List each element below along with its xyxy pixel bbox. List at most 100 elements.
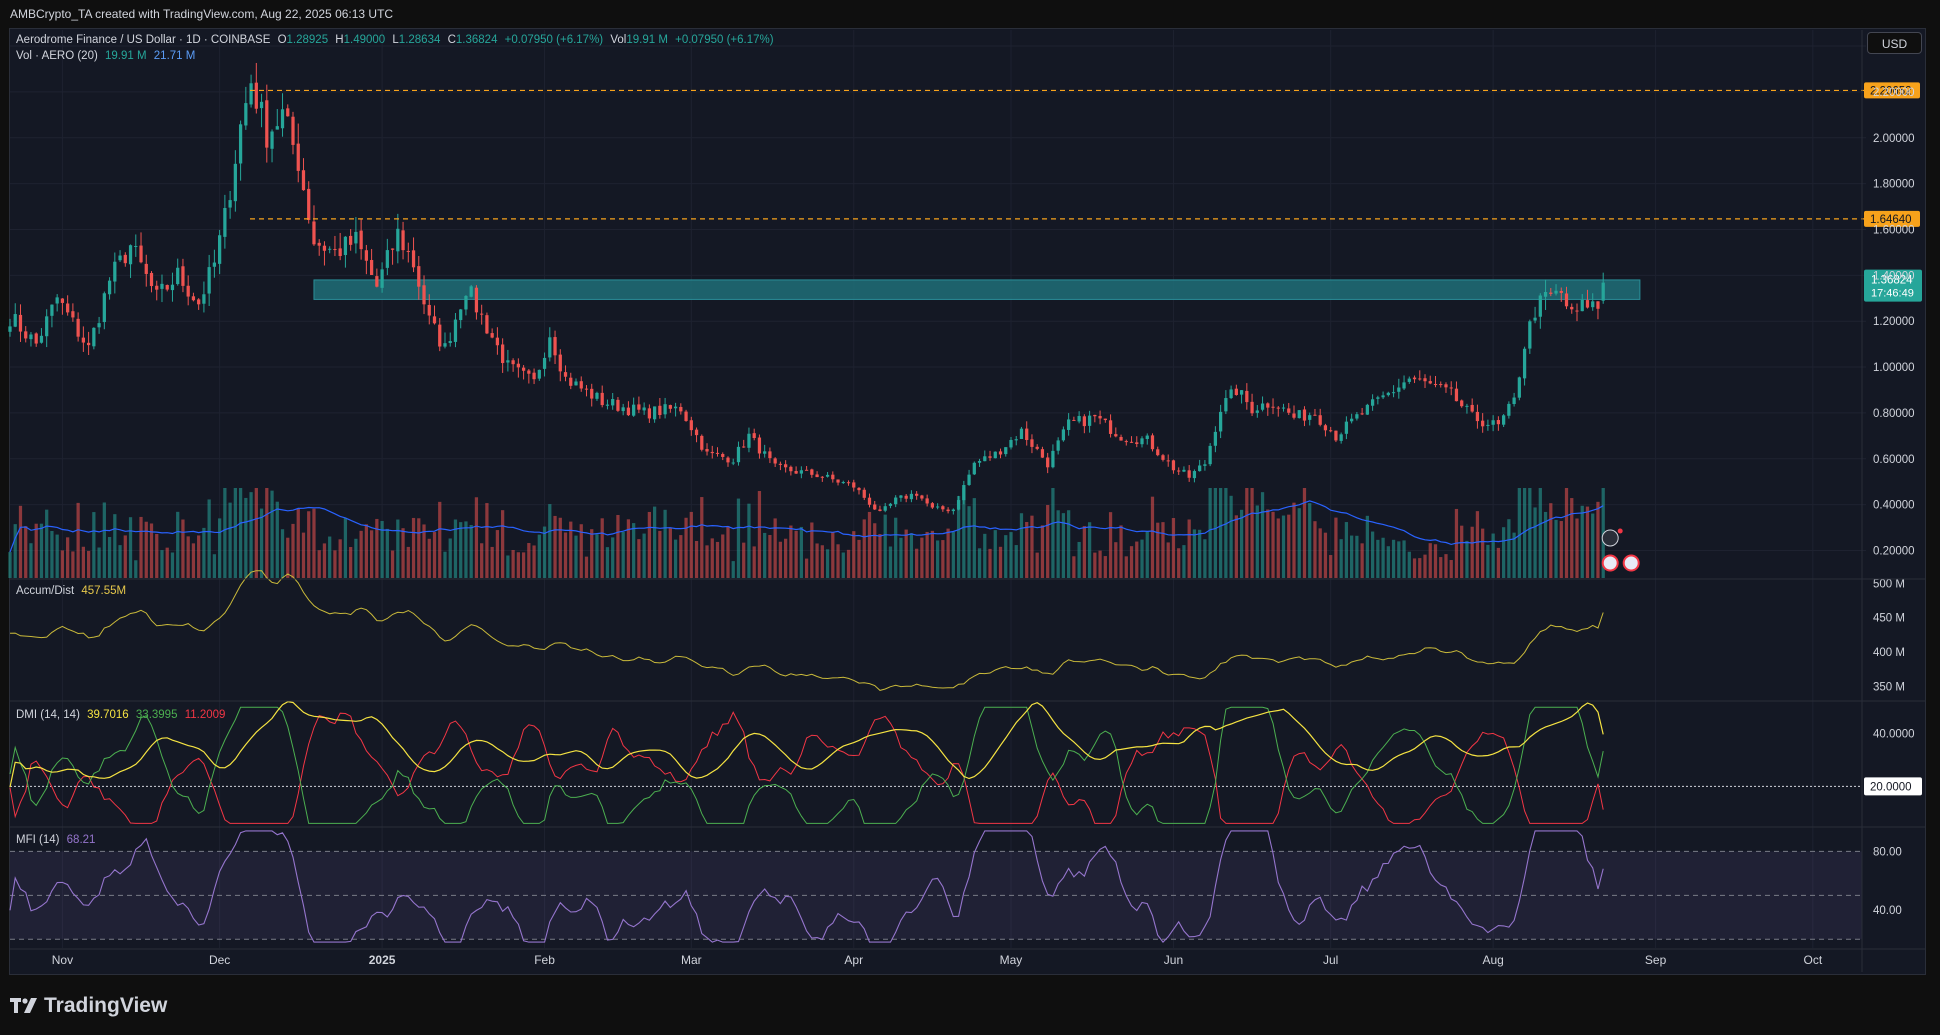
price-tick-label: 0.80000	[1873, 408, 1915, 420]
volume-bar	[1355, 535, 1359, 578]
candle-body	[1350, 418, 1354, 422]
volume-bar	[1570, 498, 1574, 578]
candle-body	[1412, 377, 1417, 380]
volume-bar	[1229, 495, 1233, 578]
candle-body	[254, 82, 258, 109]
volume-bar	[254, 488, 258, 578]
candle-body	[490, 333, 494, 338]
volume-bar	[867, 511, 872, 578]
change-value: +0.07950 (+6.17%)	[504, 34, 604, 46]
candle-body	[1287, 408, 1291, 413]
candle-body	[1114, 434, 1118, 437]
candle-body	[1061, 429, 1066, 441]
time-tick-label: Jun	[1164, 953, 1183, 967]
candle-body	[1072, 419, 1076, 421]
volume-bar	[1575, 518, 1579, 578]
candle-body	[506, 360, 510, 363]
volume-bar	[532, 545, 536, 578]
candle-body	[244, 103, 248, 126]
indicator-lines: 20.0000	[9, 570, 1922, 943]
volume-bar	[956, 496, 961, 578]
volume-bar	[102, 502, 106, 578]
volume-legend: Vol · AERO (20) 19.91 M 21.71 M	[16, 50, 199, 62]
volume-bar	[951, 532, 955, 578]
candle-body	[1150, 435, 1155, 450]
candle-body	[1082, 416, 1086, 427]
volume-bar	[24, 526, 28, 578]
candle-body	[1585, 300, 1590, 308]
volume-bar	[1344, 522, 1349, 578]
candle-body	[1596, 301, 1600, 309]
volume-bar	[1046, 504, 1050, 578]
volume-bar	[1522, 488, 1527, 578]
volume-bar	[1072, 556, 1076, 578]
candle-body	[516, 363, 520, 368]
candle-body	[983, 456, 987, 462]
volume-bar	[820, 545, 824, 578]
mfi-tick-label: 80.00	[1873, 846, 1902, 858]
candle-body	[590, 388, 594, 399]
volume-bar	[501, 510, 505, 578]
candle-body	[1502, 415, 1506, 425]
volume-bar	[60, 550, 65, 578]
candle-body	[1533, 317, 1537, 321]
volume-bar	[1460, 525, 1464, 578]
candle-body	[668, 405, 672, 409]
volume-bar	[18, 505, 23, 578]
candle-body	[784, 464, 788, 468]
candle-body	[867, 497, 872, 505]
volume-bar	[13, 524, 17, 578]
volume-bar	[768, 534, 772, 578]
volume-bar	[97, 547, 101, 578]
time-tick-label: Jul	[1323, 953, 1338, 967]
candle-body	[1166, 460, 1170, 462]
candle-body	[1208, 445, 1212, 465]
volume-bar	[1019, 513, 1024, 578]
volume-bar	[1339, 539, 1343, 578]
volume-bar	[333, 550, 337, 578]
volume-bar	[244, 497, 248, 578]
volume-bar	[181, 519, 185, 578]
candle-body	[1051, 450, 1055, 468]
volume-bar	[338, 539, 342, 578]
candle-body	[1512, 397, 1516, 405]
candle-body	[532, 372, 536, 380]
volume-bar	[71, 551, 75, 578]
volume-ma-line	[9, 500, 1604, 553]
volume-bar	[354, 538, 358, 578]
tradingview-logo[interactable]: TradingView	[10, 994, 167, 1018]
volume-bar	[1350, 535, 1354, 578]
volume-bar	[212, 554, 217, 578]
candle-body	[480, 313, 484, 315]
candle-body	[804, 469, 809, 471]
candle-body	[18, 314, 23, 332]
candle-body	[768, 451, 772, 459]
candle-body	[86, 342, 91, 346]
ad-legend: Accum/Dist 457.55M	[16, 585, 130, 597]
volume-bar	[1030, 515, 1034, 578]
volume-bar	[972, 498, 976, 578]
volume-bar	[757, 491, 762, 578]
volume-bar	[375, 518, 379, 578]
volume-bar	[270, 490, 274, 578]
volume-bar	[888, 546, 893, 578]
chart-frame[interactable]	[9, 28, 1926, 975]
candle-body	[951, 509, 955, 512]
candle-body	[694, 429, 699, 436]
currency-selector[interactable]: USD	[1867, 32, 1922, 54]
volume-bar	[1161, 522, 1165, 578]
candle-body	[322, 245, 327, 251]
price-axis: 2.400002.200002.000001.800001.600001.400…	[1873, 41, 1915, 917]
candle-body	[265, 100, 269, 148]
candle-body	[270, 131, 274, 149]
price-level-label: 2.20652	[1870, 85, 1912, 97]
price-tick-label: 2.20000	[1873, 87, 1915, 99]
candle-body	[438, 324, 442, 347]
volume-bar	[1129, 546, 1134, 578]
volume-bar	[1360, 543, 1364, 578]
volume-bar	[432, 532, 437, 578]
volume-bar	[1051, 488, 1055, 578]
candle-body	[474, 287, 479, 313]
volume-bar	[747, 503, 751, 578]
